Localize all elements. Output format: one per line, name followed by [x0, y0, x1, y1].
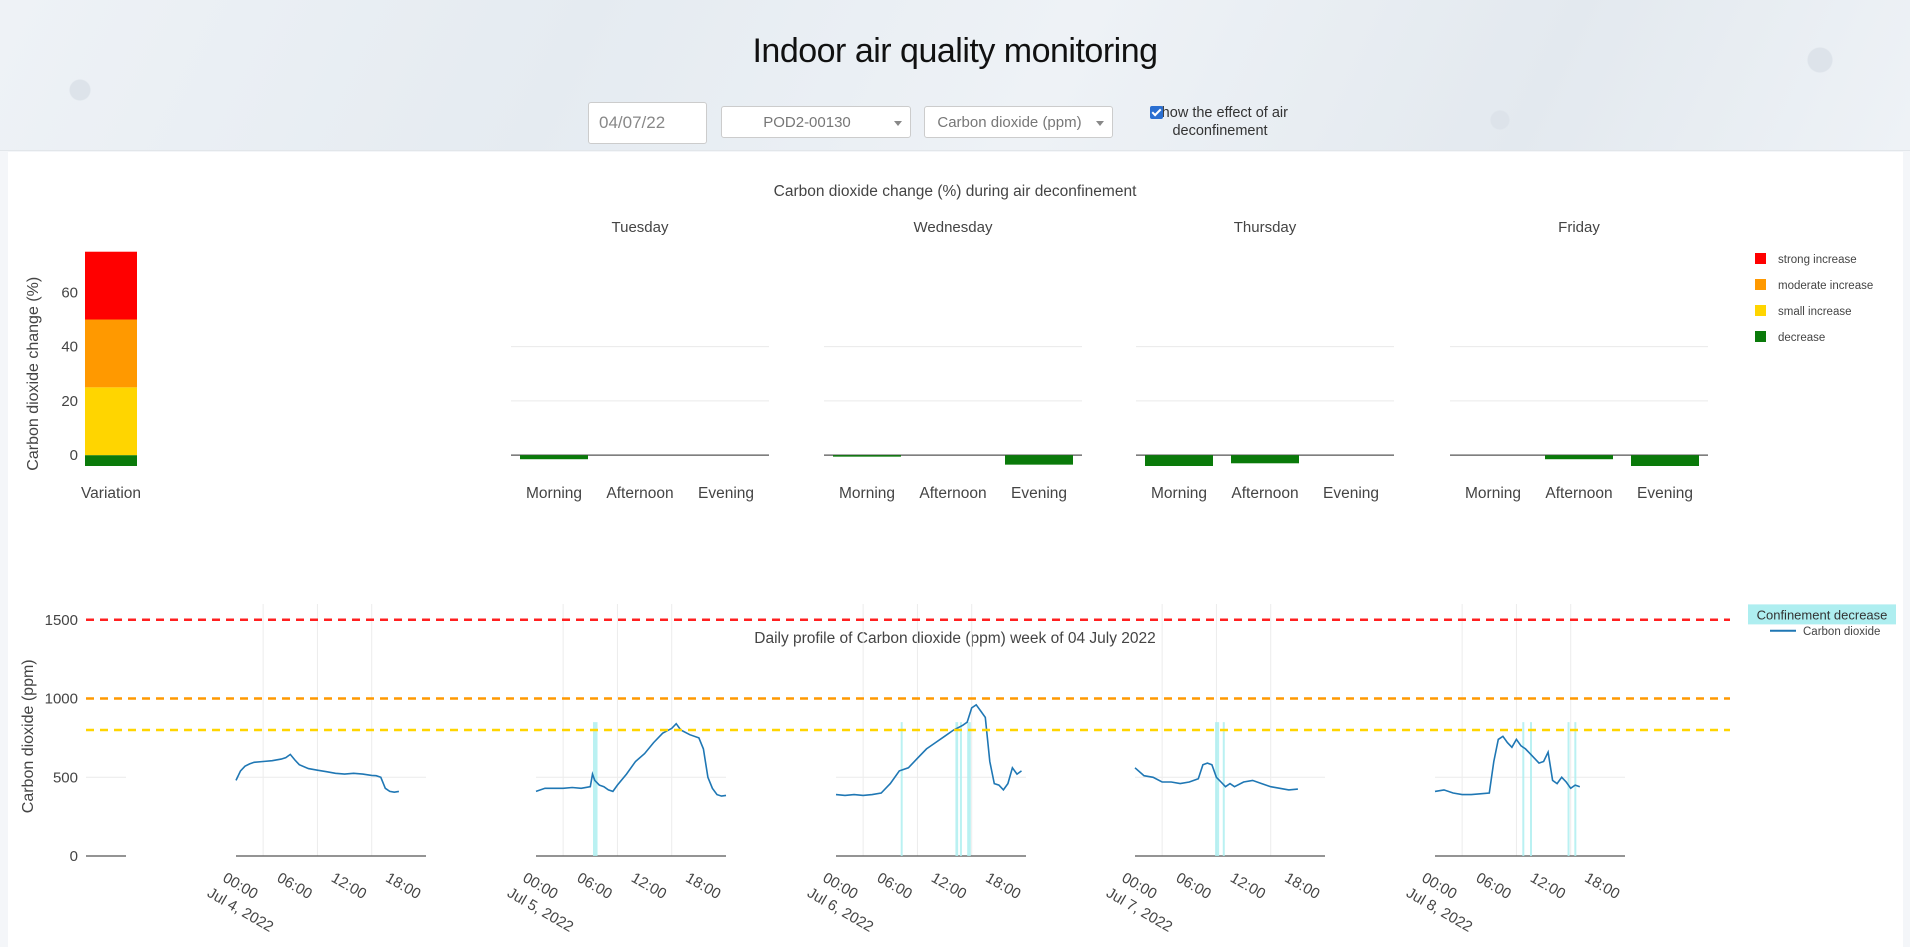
period-tick-label: Morning [1465, 485, 1521, 502]
line-y-axis-title: Carbon dioxide (ppm) [20, 659, 37, 813]
co2-series-line [1134, 762, 1298, 791]
legend-confinement-swatch [1748, 604, 1896, 625]
legend-swatch [1755, 253, 1766, 264]
date-picker-input[interactable]: 04/07/22 [588, 102, 707, 144]
line-chart-title: Daily profile of Carbon dioxide (ppm) we… [754, 630, 1156, 647]
line-y-tick-label: 1000 [45, 691, 78, 708]
daily-profile-chart: Daily profile of Carbon dioxide (ppm) we… [20, 604, 1896, 936]
time-tick-label: 12:00 [1227, 869, 1268, 902]
confinement-band [1215, 722, 1220, 856]
line-y-tick-label: 500 [53, 769, 78, 786]
period-tick-label: Morning [1151, 485, 1207, 502]
change-bar [1545, 455, 1613, 460]
period-tick-label: Morning [839, 485, 895, 502]
parameter-dropdown-value: Carbon dioxide (ppm) [937, 113, 1082, 131]
legend-swatch [1755, 279, 1766, 290]
bar-y-axis-title: Carbon dioxide change (%) [25, 277, 42, 471]
confinement-band [900, 722, 903, 856]
period-tick-label: Afternoon [919, 485, 986, 502]
day-subplot-title: Thursday [1234, 219, 1297, 236]
time-tick-label: 06:00 [1473, 869, 1514, 902]
period-tick-label: Evening [1011, 485, 1067, 502]
confinement-band [1522, 722, 1525, 856]
time-tick-label: 06:00 [574, 869, 615, 902]
chevron-down-icon [1096, 121, 1104, 126]
bar-y-tick-label: 40 [61, 339, 78, 356]
change-bar [833, 455, 901, 457]
legend-label: strong increase [1778, 254, 1857, 266]
pod-dropdown-value: POD2-00130 [763, 113, 851, 131]
day-subplot-title: Wednesday [914, 219, 993, 236]
legend-confinement-label: Confinement decrease [1757, 607, 1888, 622]
period-tick-label: Morning [526, 485, 582, 502]
day-subplot-title: Tuesday [612, 219, 669, 236]
change-bar [520, 455, 588, 460]
bar-y-tick-label: 20 [61, 393, 78, 410]
confinement-band [1574, 722, 1577, 856]
period-tick-label: Evening [1323, 485, 1379, 502]
change-bar [1231, 455, 1299, 464]
period-tick-label: Evening [1637, 485, 1693, 502]
pod-dropdown[interactable]: POD2-00130 [721, 106, 911, 138]
legend-swatch [1755, 305, 1766, 316]
parameter-dropdown[interactable]: Carbon dioxide (ppm) [924, 106, 1113, 138]
scale-segment [85, 319, 137, 388]
period-tick-label: Afternoon [1231, 485, 1298, 502]
time-tick-label: 06:00 [274, 869, 315, 902]
legend-label: moderate increase [1778, 280, 1873, 292]
legend-swatch [1755, 331, 1766, 342]
deconfinement-checkbox-group[interactable]: Show the effect of air deconfinement [1150, 104, 1290, 140]
legend-label: small increase [1778, 306, 1852, 318]
bar-y-tick-label: 60 [61, 284, 78, 301]
deconfinement-checkbox-label: Show the effect of air deconfinement [1152, 105, 1288, 139]
confinement-band [955, 722, 959, 856]
time-tick-label: 18:00 [1282, 869, 1323, 902]
bar-y-tick-label: 0 [70, 447, 78, 464]
co2-series-line [835, 703, 1022, 797]
legend-label: decrease [1778, 332, 1825, 344]
line-y-tick-label: 1500 [45, 612, 78, 629]
time-tick-label: 06:00 [874, 869, 915, 902]
line-y-tick-label: 0 [70, 848, 78, 865]
change-bar-chart: Carbon dioxide change (%) during air dec… [25, 183, 1873, 502]
chevron-down-icon [894, 121, 902, 126]
scale-segment [85, 455, 137, 466]
charts-panel: Carbon dioxide change (%) during air dec… [8, 152, 1903, 947]
confinement-band [967, 722, 971, 856]
time-tick-label: 12:00 [628, 869, 669, 902]
co2-series-line [535, 722, 727, 797]
header-banner: Indoor air quality monitoring 04/07/22 P… [0, 0, 1910, 151]
confinement-band [593, 722, 598, 856]
period-tick-label: Evening [698, 485, 754, 502]
time-tick-label: 18:00 [983, 869, 1024, 902]
confinement-band [1567, 722, 1570, 856]
page-title: Indoor air quality monitoring [752, 32, 1158, 70]
period-tick-label: Afternoon [606, 485, 673, 502]
confinement-band [1222, 722, 1225, 856]
time-tick-label: 18:00 [1582, 869, 1623, 902]
time-tick-label: 12:00 [328, 869, 369, 902]
change-bar [1005, 455, 1073, 465]
bar-chart-title: Carbon dioxide change (%) during air dec… [774, 183, 1137, 200]
scale-segment [85, 251, 137, 320]
time-tick-label: 18:00 [683, 869, 724, 902]
co2-series-line [235, 753, 400, 794]
co2-series-line [1434, 735, 1581, 796]
scale-segment [85, 387, 137, 456]
time-tick-label: 06:00 [1173, 869, 1214, 902]
day-subplot-title: Friday [1558, 219, 1600, 236]
change-bar [1631, 455, 1699, 466]
confinement-band [1530, 722, 1532, 856]
scale-category-label: Variation [81, 485, 141, 502]
time-tick-label: 18:00 [383, 869, 424, 902]
time-tick-label: 12:00 [1527, 869, 1568, 902]
period-tick-label: Afternoon [1545, 485, 1612, 502]
legend-series-label: Carbon dioxide [1803, 626, 1880, 638]
deconfinement-checkbox[interactable] [1150, 106, 1163, 119]
confinement-band [959, 722, 962, 856]
change-bar [1145, 455, 1213, 466]
time-tick-label: 12:00 [928, 869, 969, 902]
